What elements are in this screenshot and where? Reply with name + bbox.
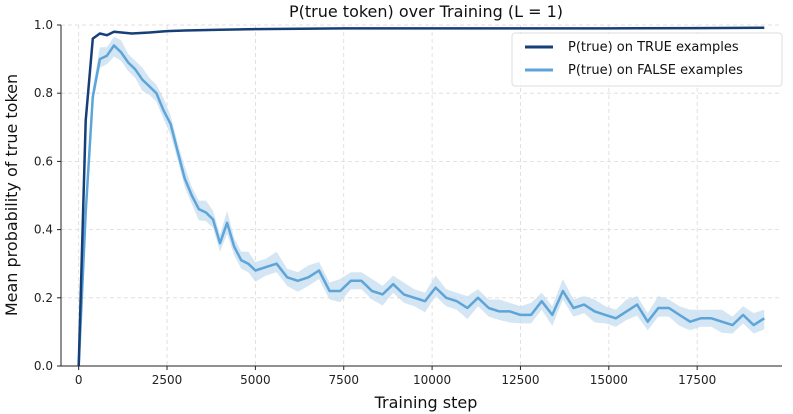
legend-true-label: P(true) on TRUE examples — [568, 40, 739, 55]
y-tick-label: 0.0 — [34, 359, 53, 373]
x-tick-label: 17500 — [678, 373, 716, 387]
false-series-line — [77, 44, 765, 367]
x-axis-label: Training step — [374, 393, 478, 412]
x-tick-label: 10000 — [413, 373, 451, 387]
true-series-line — [77, 26, 765, 367]
x-tick-label: 2500 — [152, 373, 183, 387]
x-tick-label: 12500 — [501, 373, 539, 387]
legend: P(true) on TRUE examples P(true) on FALS… — [511, 32, 783, 87]
y-tick-label: 0.4 — [34, 223, 53, 237]
y-tick-label: 1.0 — [34, 18, 53, 32]
y-tick-label: 0.2 — [34, 291, 53, 305]
axes — [60, 25, 782, 367]
legend-box — [511, 32, 783, 87]
x-tick-label: 5000 — [240, 373, 271, 387]
legend-false-label: P(true) on FALSE examples — [568, 63, 743, 78]
ticks: 0 2500 5000 7500 10000 12500 15000 17500 0.0 0.2 0… — [34, 18, 716, 387]
chart-title: P(true token) over Training (L = 1) — [289, 2, 563, 21]
y-tick-label: 0.8 — [34, 86, 53, 100]
x-tick-label: 0 — [75, 373, 83, 387]
x-tick-label: 15000 — [590, 373, 628, 387]
x-tick-label: 7500 — [328, 373, 359, 387]
y-tick-label: 0.6 — [34, 154, 53, 168]
y-axis-label: Mean probability of true token — [2, 74, 21, 316]
